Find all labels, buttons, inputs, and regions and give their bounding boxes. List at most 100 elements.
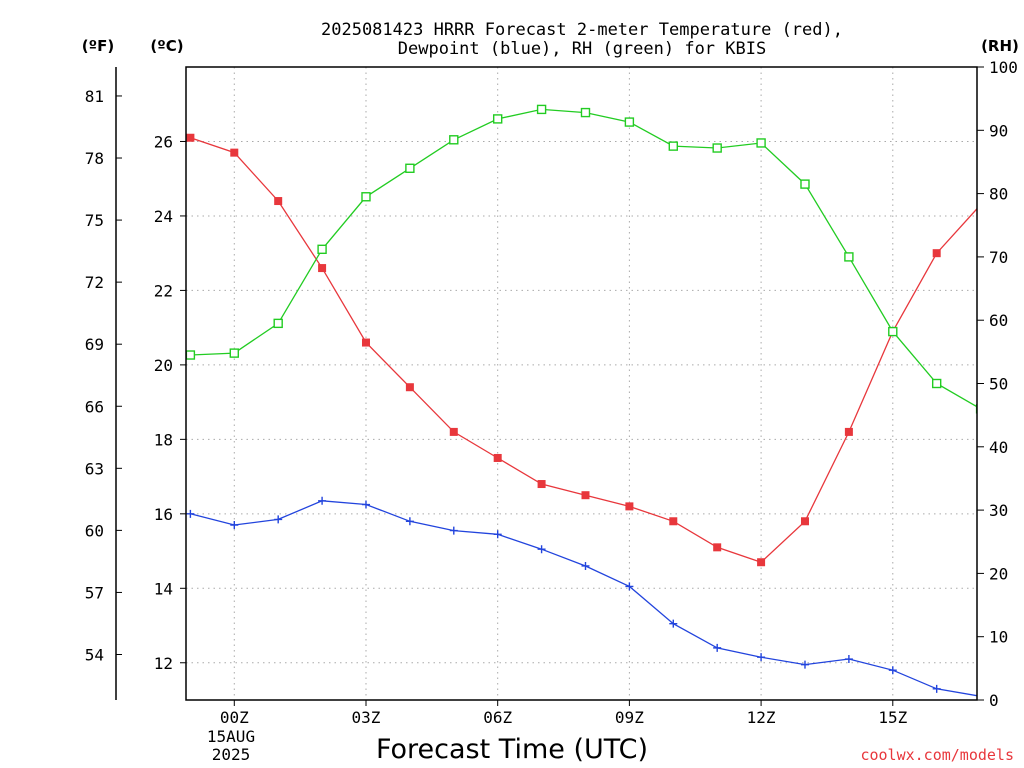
dewpoint-point [800, 660, 809, 669]
x-tick-label: 09Z [615, 708, 644, 727]
celsius-tick-label: 12 [154, 654, 173, 673]
dewpoint-point [493, 530, 502, 539]
dewpoint-point [932, 684, 941, 693]
rh-point [361, 192, 371, 202]
celsius-tick-label: 18 [154, 430, 173, 449]
dewpoint-point [1020, 696, 1024, 704]
fahrenheit-tick-label: 75 [85, 211, 104, 230]
temperature-point [230, 148, 239, 157]
temperature-point [757, 558, 766, 567]
rh-tick-label: 20 [989, 564, 1008, 583]
fahrenheit-tick-label: 63 [85, 459, 104, 478]
rh-point [580, 107, 591, 118]
temperature-point [1020, 145, 1024, 153]
fahrenheit-tick-label: 78 [85, 149, 104, 168]
rh-tick-label: 50 [989, 375, 1008, 394]
temperature-point [274, 197, 283, 206]
dewpoint-point [581, 561, 590, 570]
rh-tick-label: 30 [989, 501, 1008, 520]
x-tick-label: 06Z [483, 708, 512, 727]
dewpoint-point [230, 520, 239, 529]
credit-text: coolwx.com/models [860, 746, 1014, 764]
dewpoint-point [713, 643, 722, 652]
dewpoint-point [844, 655, 853, 664]
temperature-point [537, 480, 546, 489]
temperature-point [493, 453, 502, 462]
dewpoint-point [625, 582, 634, 591]
dewpoint-point [537, 545, 546, 554]
rh-unit-label: (RH) [981, 37, 1019, 55]
temperature-point [625, 502, 634, 511]
temperature-point [844, 427, 853, 436]
rh-point [931, 378, 942, 389]
x-tick-label: 15Z [878, 708, 907, 727]
rh-point [492, 114, 503, 124]
rh-point [844, 252, 854, 262]
fahrenheit-tick-label: 72 [85, 273, 104, 292]
rh-point [624, 117, 635, 127]
temperature-point [800, 517, 809, 526]
x-date-line-2: 2025 [212, 745, 251, 764]
x-tick-label: 03Z [352, 708, 381, 727]
rh-tick-label: 90 [989, 121, 1008, 140]
rh-point [800, 179, 810, 189]
rh-point [756, 138, 766, 148]
fahrenheit-tick-label: 54 [85, 645, 104, 664]
rh-tick-label: 80 [989, 185, 1008, 204]
temperature-point [976, 200, 977, 209]
dewpoint-point [361, 500, 370, 509]
x-axis: 00Z 03Z 06Z 09Z 12Z 15Z [220, 700, 908, 727]
temperature-line [190, 137, 977, 563]
celsius-tick-label: 14 [154, 579, 173, 598]
celsius-tick-label: 24 [154, 207, 173, 226]
temperature-point [581, 491, 590, 500]
fahrenheit-axis: 54 57 60 63 66 69 72 75 78 81 [85, 87, 122, 664]
celsius-tick-label: 20 [154, 356, 173, 375]
dewpoint-point [669, 619, 678, 628]
temperature-point [318, 264, 327, 273]
dewpoint-line [190, 500, 977, 697]
chart-subtitle: Dewpoint (blue), RH (green) for KBIS [398, 39, 766, 59]
dewpoint-point [976, 695, 977, 697]
dewpoint-point [186, 509, 195, 518]
celsius-tick-label: 22 [154, 281, 173, 300]
temperature-point [713, 543, 722, 552]
dewpoint-point [757, 653, 766, 662]
rh-tick-label: 100 [989, 58, 1018, 77]
fahrenheit-tick-label: 57 [85, 583, 104, 602]
temperature-point [186, 133, 195, 142]
rh-tick-label: 70 [989, 248, 1008, 267]
rh-point [536, 104, 547, 115]
x-tick-label: 00Z [220, 708, 249, 727]
celsius-tick-label: 26 [154, 132, 173, 151]
rh-tick-label: 10 [989, 628, 1008, 647]
rh-point [449, 135, 459, 145]
dewpoint-point [274, 515, 283, 524]
rh-point [712, 143, 722, 153]
chart-title: 2025081423 HRRR Forecast 2-meter Tempera… [321, 20, 843, 40]
rh-tick-label: 0 [989, 691, 999, 710]
rh-point [317, 244, 327, 255]
fahrenheit-tick-label: 60 [85, 521, 104, 540]
rh-line [190, 108, 977, 408]
rh-point [1020, 430, 1024, 438]
temperature-point [361, 338, 370, 347]
x-axis-title: Forecast Time (UTC) [376, 734, 648, 765]
celsius-tick-label: 16 [154, 505, 173, 524]
dewpoint-point [405, 517, 414, 526]
grid [186, 67, 977, 700]
fahrenheit-tick-label: 66 [85, 397, 104, 416]
rh-axis: 0 10 20 30 40 50 60 70 80 90 100 [977, 58, 1018, 710]
rh-point [405, 163, 415, 173]
celsius-unit-label: (ºC) [150, 37, 183, 55]
rh-point [273, 318, 283, 329]
rh-point [975, 404, 977, 414]
dewpoint-point [888, 666, 897, 675]
x-date-line-1: 15AUG [207, 727, 255, 746]
series-layer [186, 104, 1024, 704]
temperature-point [669, 517, 678, 526]
temperature-point [932, 249, 941, 258]
celsius-axis: 12 14 16 18 20 22 24 26 [154, 132, 186, 673]
dewpoint-point [449, 526, 458, 535]
